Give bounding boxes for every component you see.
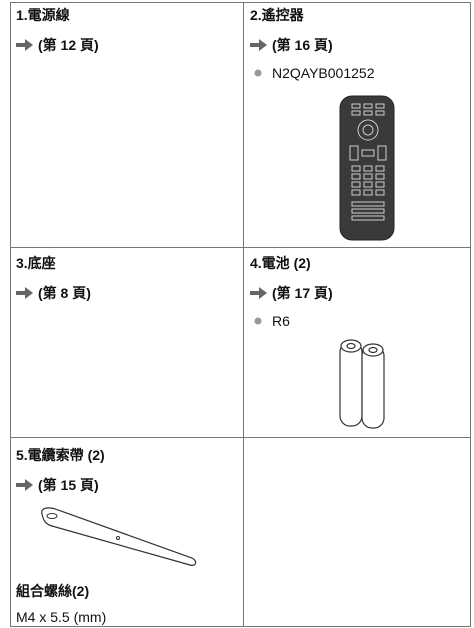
arrow-icon xyxy=(250,39,267,51)
border xyxy=(10,626,471,627)
item-title: 1.電源線 xyxy=(16,7,70,23)
item-title: 3.底座 xyxy=(16,255,56,271)
page-ref: (第 12 頁) xyxy=(38,37,99,53)
arrow-icon xyxy=(16,287,33,299)
border xyxy=(10,247,471,248)
page-ref: (第 17 頁) xyxy=(272,285,333,301)
battery-type: R6 xyxy=(272,313,290,329)
border xyxy=(470,2,471,627)
screw-size: M4 x 5.5 (mm) xyxy=(16,609,107,625)
screw-title: 組合螺絲(2) xyxy=(16,583,90,599)
item-title: 4.電池 (2) xyxy=(250,255,311,271)
battery-illustration xyxy=(339,339,385,429)
border xyxy=(10,2,11,627)
model-number: N2QAYB001252 xyxy=(272,65,375,81)
page-ref: (第 16 頁) xyxy=(272,37,333,53)
bullet xyxy=(254,317,262,325)
bullet xyxy=(254,69,262,77)
item-title: 5.電纜索帶 (2) xyxy=(16,447,105,463)
border xyxy=(10,2,471,3)
item-title: 2.遙控器 xyxy=(250,7,304,23)
arrow-icon xyxy=(250,287,267,299)
arrow-icon xyxy=(16,479,33,491)
cable-tie-illustration xyxy=(41,507,197,566)
remote-illustration xyxy=(339,95,395,241)
page-ref: (第 15 頁) xyxy=(38,477,99,493)
border xyxy=(243,2,244,627)
page-ref: (第 8 頁) xyxy=(38,285,91,301)
border xyxy=(10,437,471,438)
arrow-icon xyxy=(16,39,33,51)
